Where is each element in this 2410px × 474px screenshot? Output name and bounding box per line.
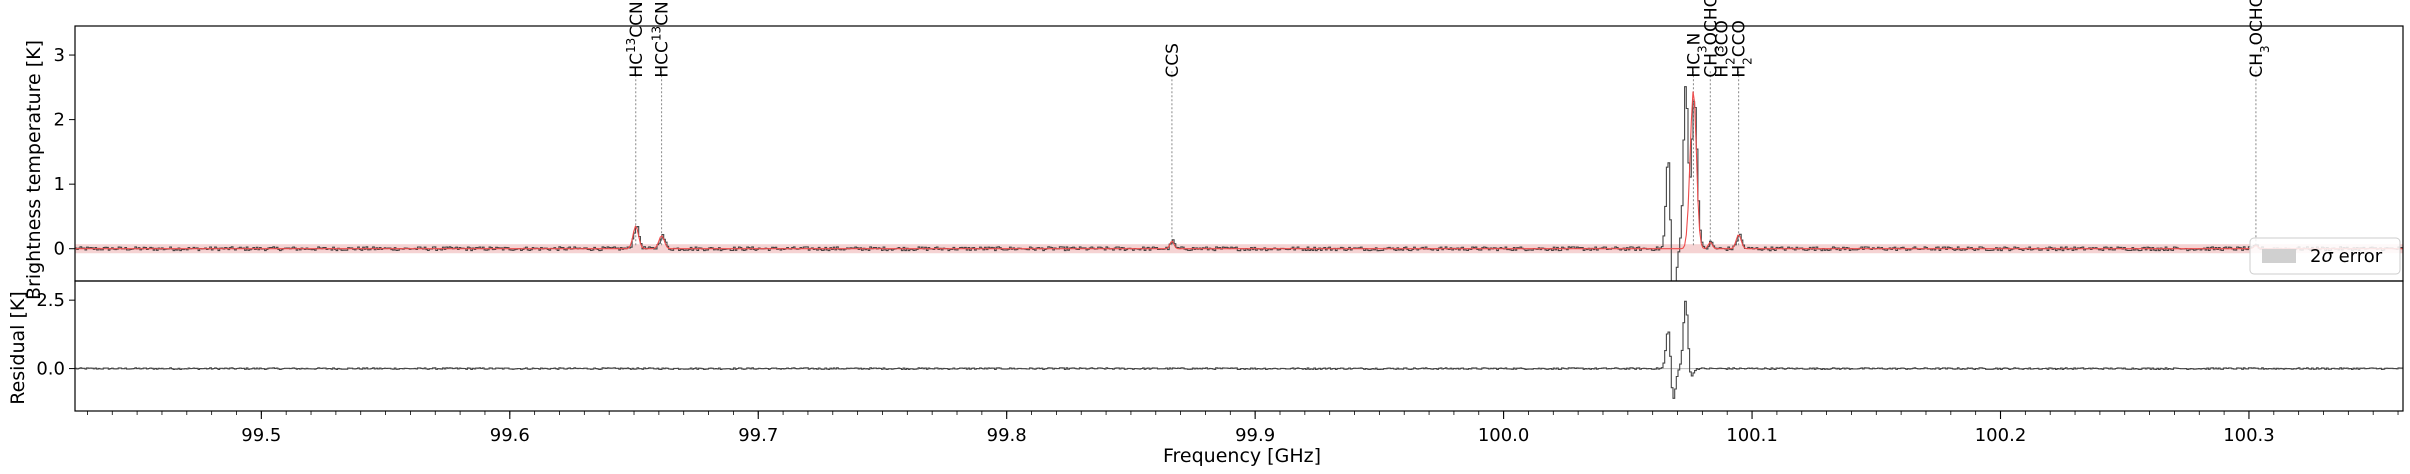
residual-spectrum	[75, 300, 2403, 399]
residual-ytick-label-0: 0.0	[36, 359, 65, 380]
dup-label-base-0: H	[1713, 65, 1733, 78]
observed-spectrum	[75, 86, 2403, 281]
line-label-4: CH3OCHO	[1701, 0, 1726, 78]
line-label-base-4: CH	[1701, 53, 1721, 78]
line-label-0: HC13CCN	[624, 1, 647, 77]
legend: 2σ error	[2249, 237, 2401, 275]
line-label-base-0: HC	[627, 53, 647, 78]
spectrum-ytick-label-0: 0	[54, 239, 65, 260]
line-label-sub-6: 3	[2258, 45, 2272, 53]
residual-ylabel: Residual [K]	[7, 291, 29, 405]
line-label-rest-5: CCO	[1730, 20, 1750, 57]
line-label-5: H2CCO	[1730, 20, 1755, 78]
line-label-sup-0: 13	[624, 38, 638, 53]
line-label-rest-1: CN	[653, 1, 673, 26]
legend-label-suffix: error	[2333, 246, 2383, 267]
xtick-label-4: 99.9	[1235, 425, 1275, 446]
dup-label-rest-0: CCO	[1713, 20, 1733, 57]
frequency-xlabel: Frequency [GHz]	[1163, 445, 1321, 467]
line-label-sub-5: 2	[1741, 57, 1755, 65]
xtick-label-1: 99.6	[490, 425, 530, 446]
line-label-sub-4: 3	[1712, 45, 1726, 53]
spectrum-ytick-label-2: 2	[54, 110, 65, 131]
line-label-rest-3: N	[1684, 33, 1704, 46]
dup-line-label-0: H2CCO	[1713, 20, 1738, 78]
legend-box	[2249, 237, 2401, 275]
spectrum-ylabel: Brightness temperature [K]	[23, 40, 45, 300]
line-label-sub-3: 3	[1695, 45, 1709, 53]
line-label-1: HCC13CN	[650, 1, 673, 77]
dup-label-sub-0: 2	[1724, 57, 1738, 65]
spectrum-ytick-label-3: 3	[54, 45, 65, 66]
xtick-label-5: 100.0	[1478, 425, 1530, 446]
line-label-base-3: HC	[1684, 53, 1704, 78]
legend-swatch	[2262, 249, 2296, 263]
line-label-base-6: CH	[2247, 53, 2267, 78]
spectrum-axes-frame	[74, 25, 2404, 282]
residual-axes-frame	[74, 280, 2404, 412]
line-label-rest-4: OCHO	[1701, 0, 1721, 45]
line-label-base-5: H	[1730, 65, 1750, 78]
residual-ytick-label-1: 2.5	[36, 290, 65, 311]
legend-label-sigma: σ	[2321, 246, 2333, 267]
line-label-base-2: CCS	[1163, 43, 1183, 78]
line-label-base-1: HCC	[653, 41, 673, 78]
xtick-label-6: 100.1	[1726, 425, 1778, 446]
line-label-rest-0: CCN	[627, 1, 647, 37]
line-label-rest-6: OCHO	[2247, 0, 2267, 45]
legend-label: 2σ error	[2310, 246, 2383, 267]
line-label-2: CCS	[1163, 43, 1183, 78]
xtick-label-8: 100.3	[2223, 425, 2275, 446]
xtick-label-3: 99.8	[987, 425, 1027, 446]
xtick-label-0: 99.5	[241, 425, 281, 446]
line-label-3: HC3N	[1684, 33, 1709, 78]
xtick-label-2: 99.7	[738, 425, 778, 446]
residual-panel: 0.0 2.5 99.5 99.6 99.7 99.8 99.9 100.0 100.1 100.…	[36, 280, 2404, 446]
line-label-6: CH3OCHO	[2247, 0, 2272, 78]
spectrum-ytick-label-1: 1	[54, 174, 65, 195]
xtick-label-7: 100.2	[1975, 425, 2027, 446]
model-spectrum	[75, 91, 2403, 250]
line-label-sup-1: 13	[650, 26, 664, 41]
legend-label-prefix: 2	[2310, 246, 2321, 267]
